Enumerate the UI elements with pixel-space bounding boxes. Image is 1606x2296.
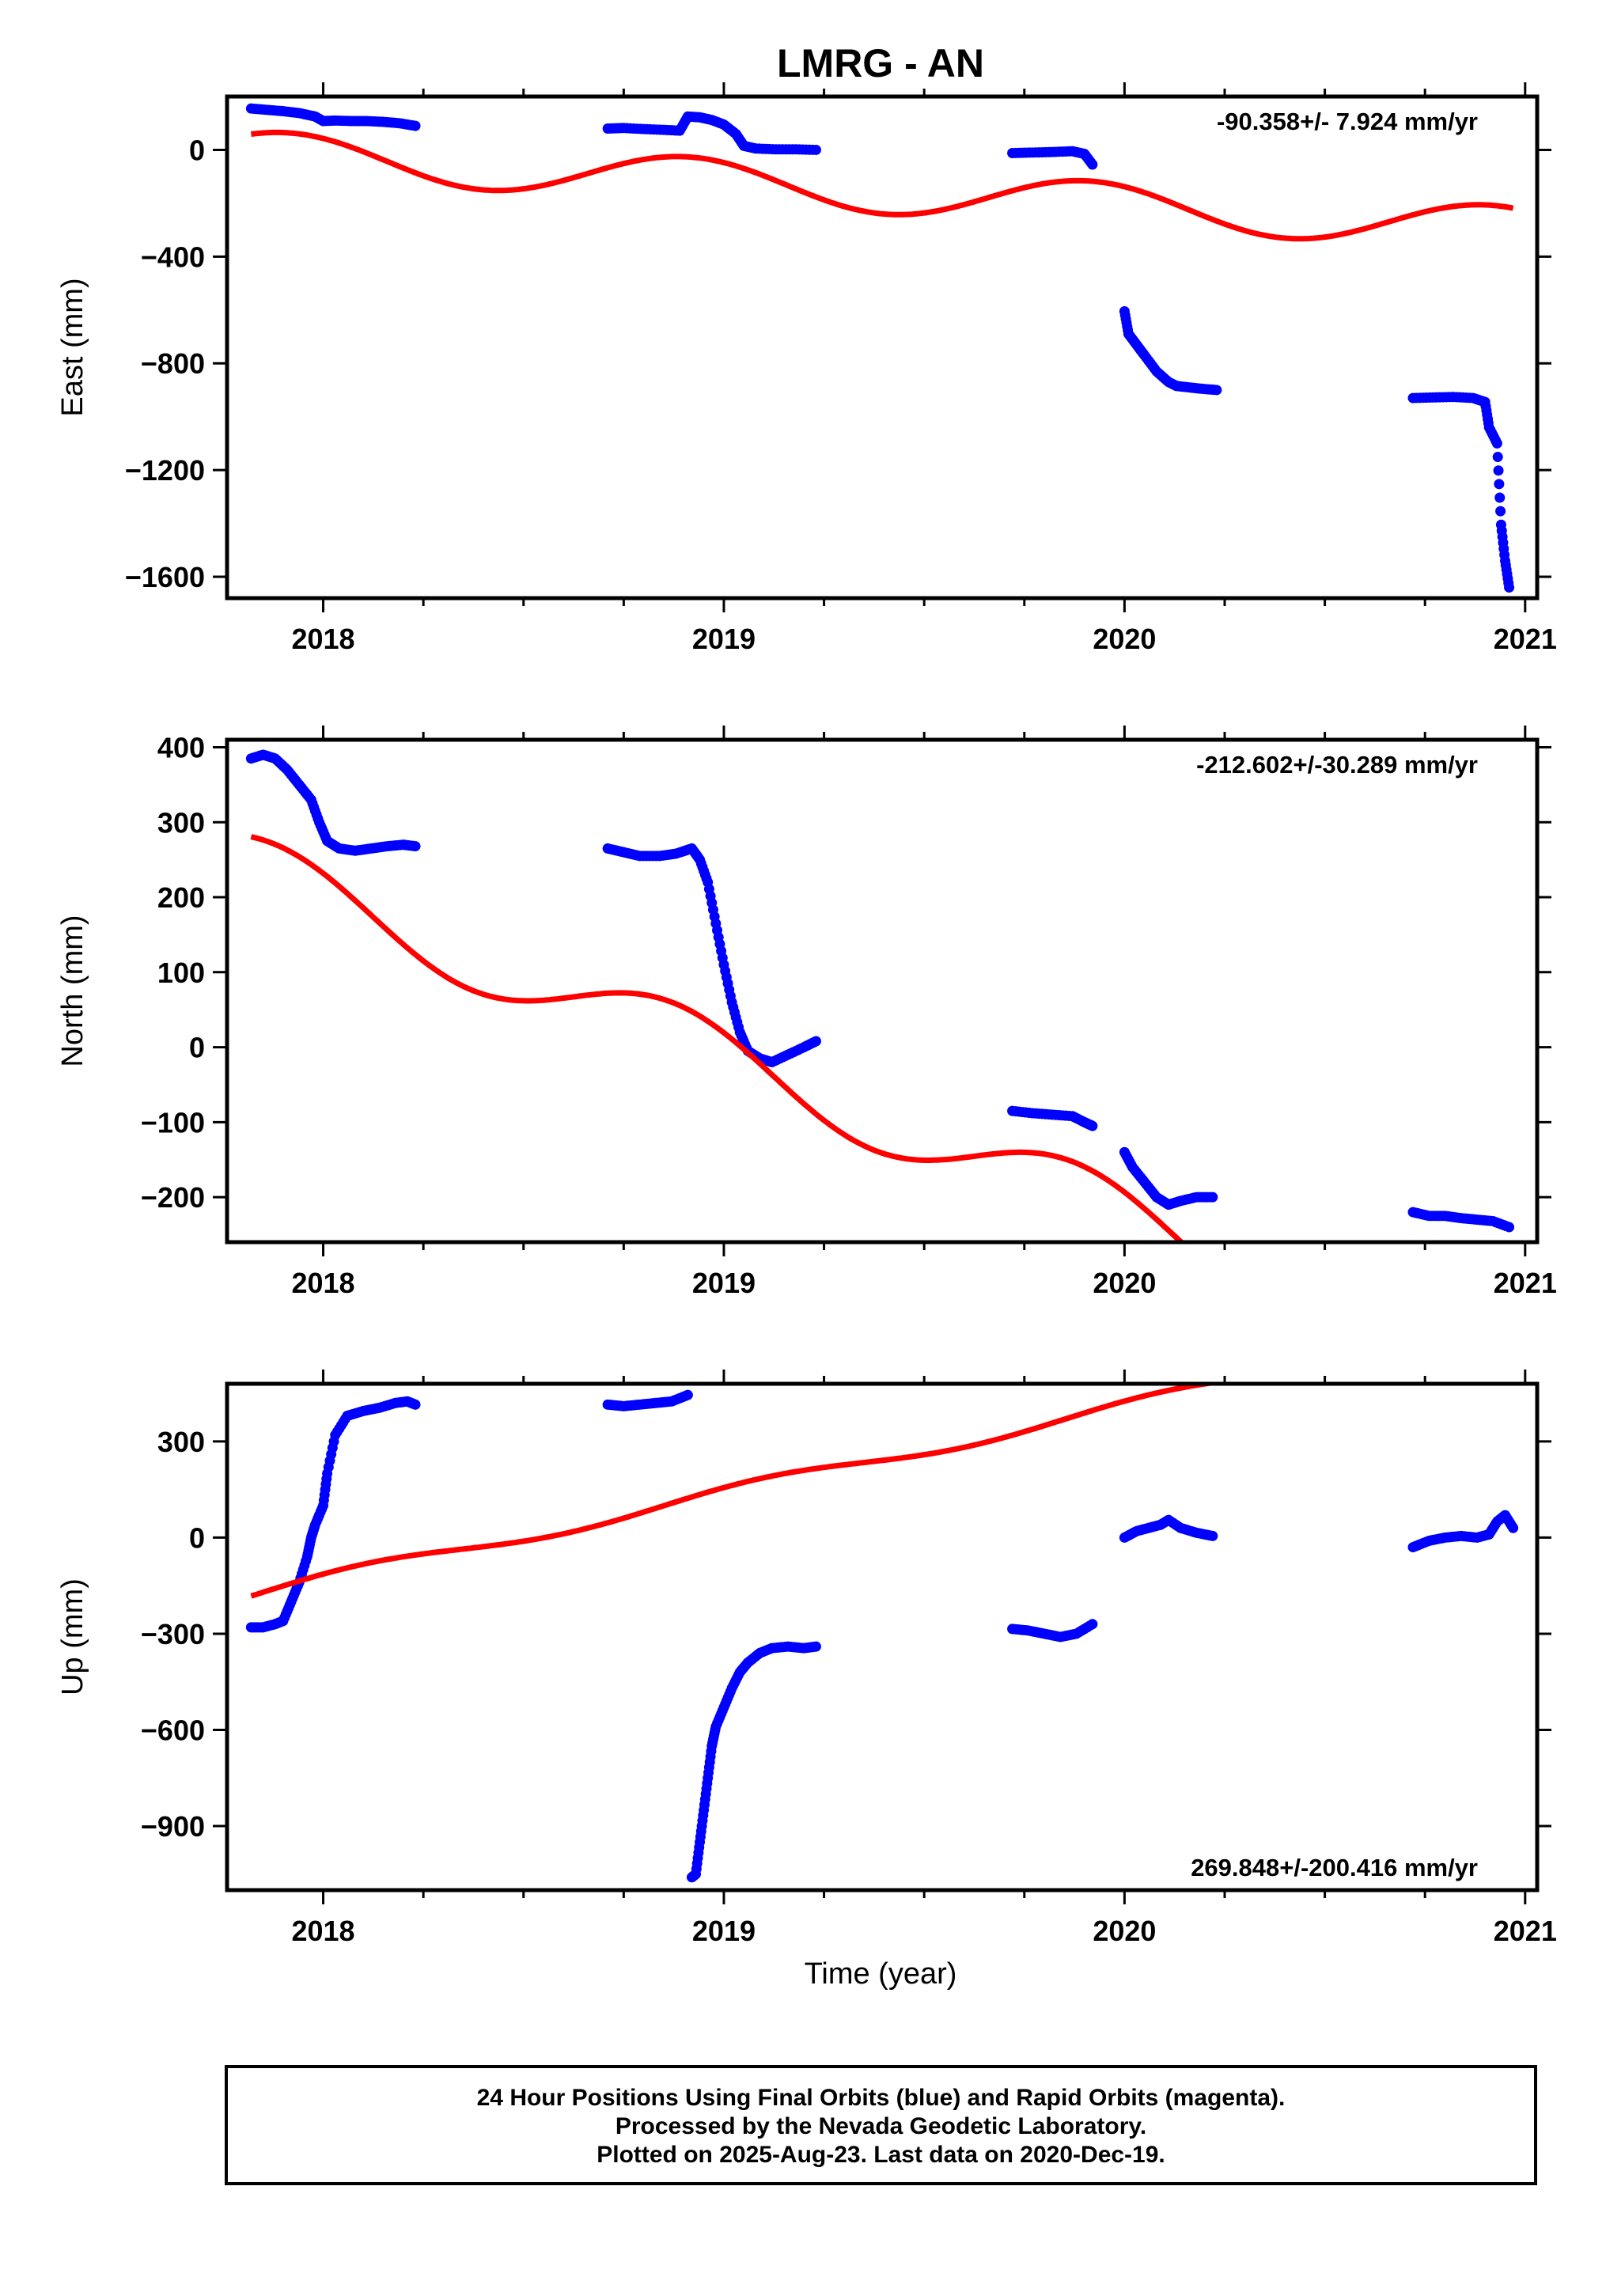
data-point: [410, 841, 421, 852]
final-orbit-points: [245, 1389, 1519, 1883]
data-point: [1087, 1619, 1098, 1630]
data-point: [1504, 1222, 1515, 1233]
footer-line-3: Plotted on 2025-Aug-23. Last data on 202…: [597, 2142, 1165, 2168]
model-fit-line: [250, 1384, 1225, 1599]
data-point: [1494, 492, 1506, 503]
panel-frame: [225, 94, 1540, 601]
data-point: [1492, 452, 1503, 463]
velocity-annotation: -90.358+/- 7.924 mm/yr: [1217, 108, 1478, 135]
data-point: [810, 1036, 821, 1047]
data-point: [1493, 465, 1504, 476]
data-point: [682, 1389, 693, 1400]
y-tick-label: 300: [157, 806, 205, 839]
velocity-annotation: 269.848+/-200.416 mm/yr: [1191, 1854, 1478, 1881]
data-point: [1494, 479, 1505, 490]
x-tick-label: 2021: [1494, 1915, 1557, 1947]
up-panel: 2018 2019 2020 2021 300 0 −300 −600 −900 Up (mm) 2…: [56, 1370, 1557, 1947]
final-orbit-points: [245, 749, 1515, 1233]
y-tick-label: −600: [141, 1714, 205, 1746]
y-tick-label: 200: [157, 881, 205, 914]
y-tick-label: −800: [141, 347, 205, 380]
data-point: [410, 1399, 421, 1410]
y-tick-label: 300: [157, 1426, 205, 1458]
x-tick-label: 2018: [291, 623, 354, 655]
x-tick-label: 2018: [291, 1915, 354, 1947]
model-fit-line: [250, 129, 1514, 242]
y-tick-label: 400: [157, 731, 205, 763]
y-tick-label: −900: [141, 1810, 205, 1843]
east-panel: 2018 2019 2020 2021 0 −400 −800 −1200 −1600 East …: [56, 82, 1557, 655]
y-tick-label: −400: [141, 241, 205, 273]
x-tick-label: 2019: [692, 1267, 756, 1299]
y-axis-label: Up (mm): [56, 1578, 89, 1695]
data-point: [1087, 159, 1098, 170]
data-point: [1495, 506, 1506, 517]
x-tick-label: 2019: [692, 1915, 756, 1947]
y-tick-label: −300: [141, 1618, 205, 1650]
y-tick-label: 0: [189, 1032, 205, 1064]
data-point: [1207, 1192, 1218, 1203]
data-point: [1087, 1120, 1098, 1131]
y-tick-label: −1200: [125, 454, 205, 487]
footer-line-2: Processed by the Nevada Geodetic Laborat…: [615, 2113, 1147, 2139]
x-tick-label: 2020: [1093, 1267, 1156, 1299]
x-tick-label: 2019: [692, 623, 756, 655]
y-tick-label: −100: [141, 1106, 205, 1139]
final-orbit-points: [245, 103, 1515, 593]
data-point: [410, 120, 421, 131]
data-point: [1504, 582, 1515, 593]
chart-title: LMRG - AN: [777, 41, 984, 85]
x-tick-label: 2021: [1494, 1267, 1557, 1299]
y-tick-label: 100: [157, 957, 205, 989]
data-point: [810, 144, 821, 155]
north-panel: 2018 2019 2020 2021 400 300 200 100 0 −100 −200 Nor…: [56, 726, 1557, 1299]
y-tick-label: 0: [189, 1521, 205, 1554]
model-fit-line: [250, 834, 1186, 1242]
footer-caption-box: 24 Hour Positions Using Final Orbits (bl…: [225, 2065, 1537, 2185]
data-point: [1491, 438, 1502, 449]
footer-line-1: 24 Hour Positions Using Final Orbits (bl…: [476, 2085, 1286, 2111]
y-axis-label: East (mm): [56, 278, 89, 416]
data-point: [810, 1641, 821, 1652]
x-tick-label: 2020: [1093, 1915, 1156, 1947]
data-point: [1211, 385, 1222, 396]
velocity-annotation: -212.602+/-30.289 mm/yr: [1196, 751, 1478, 779]
y-tick-label: 0: [189, 134, 205, 166]
x-axis-label: Time (year): [805, 1957, 957, 1991]
x-tick-label: 2021: [1494, 623, 1557, 655]
panel-frame: [225, 737, 1540, 1245]
data-point: [1508, 1522, 1519, 1533]
data-point: [1207, 1530, 1218, 1541]
x-tick-label: 2020: [1093, 623, 1156, 655]
y-tick-label: −1600: [125, 561, 205, 593]
x-tick-label: 2018: [291, 1267, 354, 1299]
y-axis-label: North (mm): [56, 915, 89, 1067]
panel-frame: [225, 1381, 1540, 1892]
y-tick-label: −200: [141, 1181, 205, 1214]
